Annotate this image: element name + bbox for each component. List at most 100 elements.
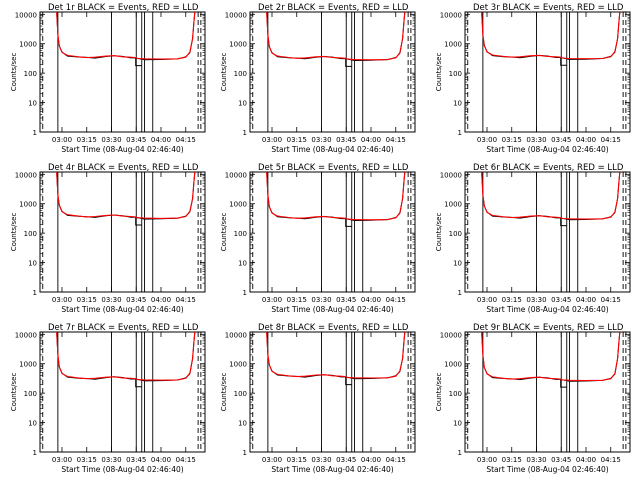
plot-area — [42, 332, 202, 452]
y-tick-label: 10000 — [225, 171, 247, 179]
x-tick-label: 03:45 — [126, 296, 146, 304]
y-tick-label: 1000 — [19, 201, 37, 209]
panel-6: Det 6r BLACK = Events, RED = LLD 1 10 100 10… — [435, 163, 631, 314]
x-tick-label: 03:45 — [336, 296, 356, 304]
x-tick-label: 03:45 — [551, 136, 571, 144]
lld-series-line — [481, 332, 621, 382]
plot-area — [467, 172, 627, 292]
events-dip-segment — [345, 377, 352, 386]
y-axis-label: Counts/sec — [10, 213, 18, 252]
x-tick-label: 04:15 — [176, 456, 196, 464]
x-tick-label: 04:00 — [361, 456, 381, 464]
lld-series-line — [56, 332, 196, 381]
events-dip-segment — [560, 58, 567, 66]
y-tick-label: 1 — [243, 289, 247, 297]
x-tick-label: 03:30 — [101, 296, 121, 304]
y-tick-label: 10 — [453, 260, 462, 268]
y-tick-label: 10000 — [15, 331, 37, 339]
y-tick-label: 10 — [28, 100, 37, 108]
plot-area — [252, 12, 412, 132]
plot-frame — [249, 331, 416, 453]
plot-frame — [464, 171, 631, 293]
plot-frame — [249, 171, 416, 293]
lld-series-line — [56, 12, 196, 60]
y-tick-label: 1 — [243, 129, 247, 137]
x-tick-label: 03:00 — [52, 456, 72, 464]
y-tick-label: 100 — [234, 70, 247, 78]
y-tick-label: 1000 — [444, 201, 462, 209]
lld-series-line — [56, 172, 196, 219]
y-axis-label: Counts/sec — [435, 213, 443, 252]
x-tick-label: 04:15 — [176, 296, 196, 304]
events-series-line — [56, 172, 196, 220]
panel-1: Det 1r BLACK = Events, RED = LLD 1 10 100 10… — [10, 3, 206, 154]
x-axis-label: Start Time (08-Aug-04 02:46:40) — [271, 305, 393, 314]
y-tick-label: 10000 — [15, 11, 37, 19]
y-tick-label: 100 — [24, 230, 37, 238]
y-tick-label: 1000 — [229, 201, 247, 209]
events-series-line — [481, 172, 621, 221]
x-tick-label: 03:30 — [526, 296, 546, 304]
x-tick-label: 03:15 — [77, 136, 97, 144]
events-series-line — [56, 12, 196, 61]
y-tick-label: 10 — [238, 420, 247, 428]
plot-area — [467, 12, 627, 132]
x-tick-label: 03:00 — [52, 136, 72, 144]
y-tick-label: 1 — [458, 289, 462, 297]
x-tick-label: 03:00 — [262, 296, 282, 304]
x-axis-label: Start Time (08-Aug-04 02:46:40) — [486, 145, 608, 154]
x-tick-label: 03:15 — [77, 296, 97, 304]
events-dip-segment — [135, 58, 142, 67]
y-tick-label: 100 — [234, 230, 247, 238]
panel-title: Det 4r BLACK = Events, RED = LLD — [48, 163, 199, 173]
x-tick-label: 03:45 — [551, 456, 571, 464]
y-tick-label: 10 — [238, 260, 247, 268]
x-tick-label: 03:45 — [126, 136, 146, 144]
y-tick-label: 10000 — [225, 331, 247, 339]
panel-3: Det 3r BLACK = Events, RED = LLD 1 10 100 10… — [435, 3, 631, 154]
x-axis-label: Start Time (08-Aug-04 02:46:40) — [486, 465, 608, 474]
x-tick-label: 03:45 — [126, 456, 146, 464]
x-tick-label: 03:30 — [311, 456, 331, 464]
lld-series-line — [266, 332, 406, 379]
x-tick-label: 03:45 — [336, 456, 356, 464]
y-tick-label: 10000 — [15, 171, 37, 179]
plot-area — [42, 172, 202, 292]
events-series-line — [266, 172, 406, 222]
x-tick-label: 03:00 — [477, 136, 497, 144]
y-tick-label: 1000 — [19, 41, 37, 49]
y-tick-label: 10000 — [440, 11, 462, 19]
x-tick-label: 03:15 — [287, 136, 307, 144]
panel-4: Det 4r BLACK = Events, RED = LLD 1 10 100 10… — [10, 163, 206, 314]
panel-title: Det 6r BLACK = Events, RED = LLD — [473, 163, 624, 173]
x-tick-label: 03:30 — [101, 456, 121, 464]
y-tick-label: 100 — [449, 230, 462, 238]
panel-title: Det 8r BLACK = Events, RED = LLD — [258, 323, 409, 333]
panel-7: Det 7r BLACK = Events, RED = LLD 1 10 100 10… — [10, 323, 206, 474]
x-axis-label: Start Time (08-Aug-04 02:46:40) — [271, 145, 393, 154]
x-tick-label: 04:15 — [601, 136, 621, 144]
plot-area — [467, 332, 627, 452]
y-tick-label: 100 — [234, 390, 247, 398]
x-tick-label: 04:00 — [361, 136, 381, 144]
lld-series-line — [481, 172, 621, 220]
y-tick-label: 10 — [28, 260, 37, 268]
x-tick-label: 03:15 — [502, 136, 522, 144]
panel-9: Det 9r BLACK = Events, RED = LLD 1 10 100 10… — [435, 323, 631, 474]
y-tick-label: 10 — [28, 420, 37, 428]
events-dip-segment — [560, 218, 567, 227]
panel-title: Det 1r BLACK = Events, RED = LLD — [48, 3, 199, 13]
x-tick-label: 04:15 — [601, 456, 621, 464]
x-tick-label: 03:00 — [52, 296, 72, 304]
y-axis-label: Counts/sec — [220, 373, 228, 412]
x-tick-label: 03:00 — [262, 136, 282, 144]
y-tick-label: 1 — [33, 449, 37, 457]
panel-title: Det 7r BLACK = Events, RED = LLD — [48, 323, 199, 333]
y-tick-label: 10 — [453, 420, 462, 428]
x-axis-label: Start Time (08-Aug-04 02:46:40) — [486, 305, 608, 314]
x-axis-label: Start Time (08-Aug-04 02:46:40) — [61, 145, 183, 154]
x-tick-label: 03:00 — [262, 456, 282, 464]
events-dip-segment — [345, 59, 352, 67]
